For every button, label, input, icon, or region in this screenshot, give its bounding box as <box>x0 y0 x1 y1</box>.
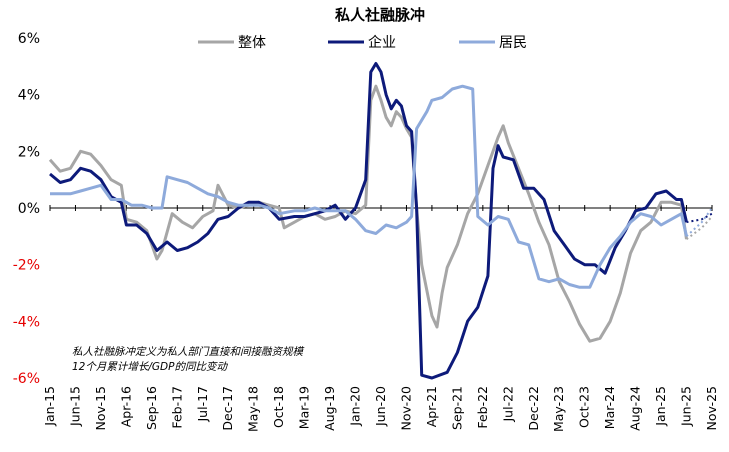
legend-label-total: 整体 <box>238 35 266 51</box>
x-tick-label: Jul-17 <box>195 386 210 423</box>
x-tick-label: Jan-20 <box>348 386 363 427</box>
x-tick-label: Sep-16 <box>144 386 159 430</box>
x-tick-label: Feb-22 <box>475 386 490 429</box>
x-tick-label: Aug-24 <box>628 386 643 431</box>
y-tick-label: -6% <box>13 371 40 387</box>
legend-label-hh: 居民 <box>499 35 527 51</box>
y-tick-label: -4% <box>13 314 40 330</box>
x-tick-label: Sep-21 <box>449 386 464 430</box>
x-tick-label: May-23 <box>551 386 566 432</box>
x-tick-label: Apr-21 <box>424 386 439 427</box>
x-tick-label: Nov-15 <box>93 386 108 430</box>
x-tick-label: Dec-17 <box>220 386 235 431</box>
legend-label-corp: 企业 <box>368 34 396 51</box>
y-tick-label: -2% <box>13 258 40 274</box>
x-tick-label: Mar-24 <box>602 386 617 429</box>
x-tick-label: Oct-23 <box>577 386 592 428</box>
x-tick-label: Jun-15 <box>67 386 82 427</box>
x-tick-label: Jul-22 <box>500 386 515 423</box>
x-tick-label: Apr-16 <box>118 386 133 427</box>
x-tick-label: Nov-25 <box>704 386 719 430</box>
x-tick-label: Jun-20 <box>373 386 388 427</box>
series-forecast-total <box>685 215 713 241</box>
x-tick-label: Oct-18 <box>271 386 286 428</box>
series-forecast-corp <box>686 212 713 224</box>
series-layer <box>48 62 713 380</box>
annotation-line-2: 12个月累计增长/GDP的同比变动 <box>72 361 228 373</box>
x-tick-label: May-18 <box>246 386 261 432</box>
x-tick-label: Nov-20 <box>398 386 413 431</box>
annotation: 私人社融脉冲定义为私人部门直接和间接融资规模 12个月累计增长/GDP的同比变动 <box>72 346 304 373</box>
annotation-line-1: 私人社融脉冲定义为私人部门直接和间接融资规模 <box>72 346 304 358</box>
y-tick-label: 4% <box>18 88 40 104</box>
series-line-corp <box>49 62 688 380</box>
y-tick-label: 0% <box>18 201 40 217</box>
chart-title: 私人社融脉冲 <box>334 6 425 24</box>
x-tick-label: Jan-25 <box>653 386 668 427</box>
x-tick-label: Dec-22 <box>526 386 541 431</box>
series-forecast-hh <box>685 207 713 238</box>
y-tick-label: 2% <box>18 144 40 160</box>
y-tick-label: 6% <box>18 31 40 47</box>
x-tick-label: Aug-19 <box>322 386 337 431</box>
x-axis: Jan-15 Jun-15 Nov-15 Apr-16 Sep-16 Feb-17 Jul-… <box>42 205 719 432</box>
x-tick-label: Jan-15 <box>42 386 57 427</box>
series-line-hh <box>50 84 688 289</box>
x-tick-label: Mar-19 <box>297 386 312 429</box>
y-axis: 6% 4% 2% 0% -2% -4% -6% <box>13 31 40 387</box>
x-tick-label: Feb-17 <box>169 386 184 429</box>
legend: 整体 企业 居民 <box>198 34 527 51</box>
x-tick-label: Jun-25 <box>679 386 694 427</box>
